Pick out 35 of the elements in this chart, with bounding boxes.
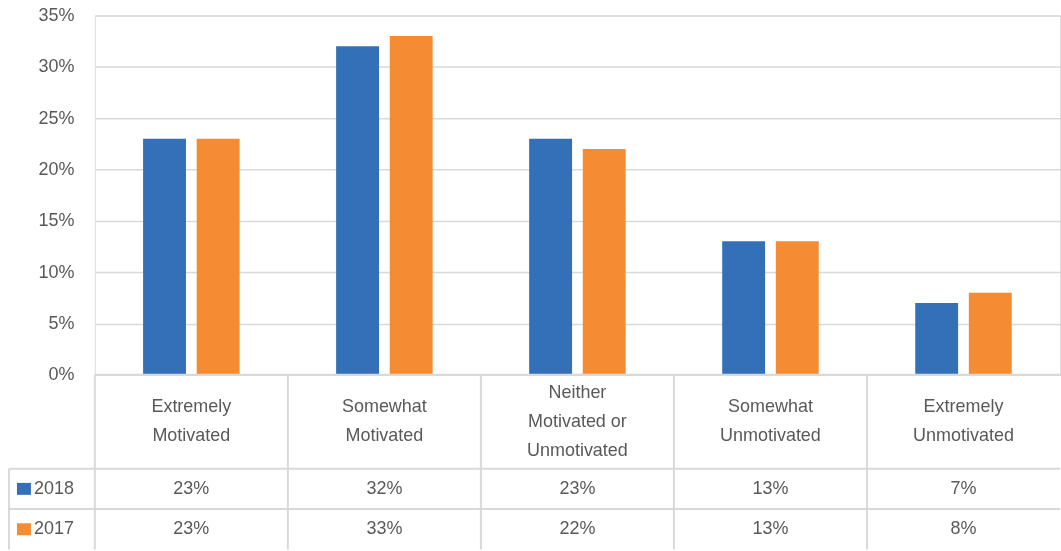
- data-label: 22%: [559, 518, 596, 539]
- bar: [968, 292, 1012, 375]
- legend-label: 2018: [33, 477, 74, 498]
- bar: [775, 241, 819, 375]
- data-label: 23%: [559, 477, 596, 498]
- bar: [336, 46, 380, 375]
- y-tick-label: 0%: [48, 364, 75, 385]
- bar: [722, 241, 766, 375]
- data-label: 23%: [173, 477, 210, 498]
- data-label: 13%: [752, 477, 789, 498]
- y-tick-label: 35%: [38, 4, 75, 25]
- y-tick-label: 5%: [48, 312, 75, 333]
- data-label: 33%: [366, 518, 403, 539]
- bar: [529, 138, 573, 375]
- y-tick-label: 10%: [38, 261, 75, 282]
- x-tick-label: Neither Motivated or Unmotivated: [527, 381, 628, 460]
- y-tick-label: 30%: [38, 56, 75, 77]
- data-label: 32%: [366, 477, 403, 498]
- bar: [196, 138, 240, 375]
- y-tick-label: 25%: [38, 107, 75, 128]
- data-label: 13%: [752, 518, 789, 539]
- data-label: 23%: [173, 518, 210, 539]
- bar: [582, 148, 626, 375]
- data-label: 7%: [950, 477, 977, 498]
- bar: [389, 36, 433, 375]
- x-tick-label: Somewhat Motivated: [341, 396, 427, 446]
- x-tick-label: Extremely Motivated: [151, 396, 232, 446]
- bar: [143, 138, 186, 375]
- x-tick-label: Somewhat Unmotivated: [720, 396, 821, 446]
- y-tick-label: 20%: [38, 158, 75, 179]
- legend-label: 2017: [33, 518, 74, 539]
- bar: [915, 302, 959, 375]
- y-tick-label: 15%: [38, 210, 75, 231]
- x-tick-label: Extremely Unmotivated: [913, 396, 1014, 446]
- data-label: 8%: [950, 518, 977, 539]
